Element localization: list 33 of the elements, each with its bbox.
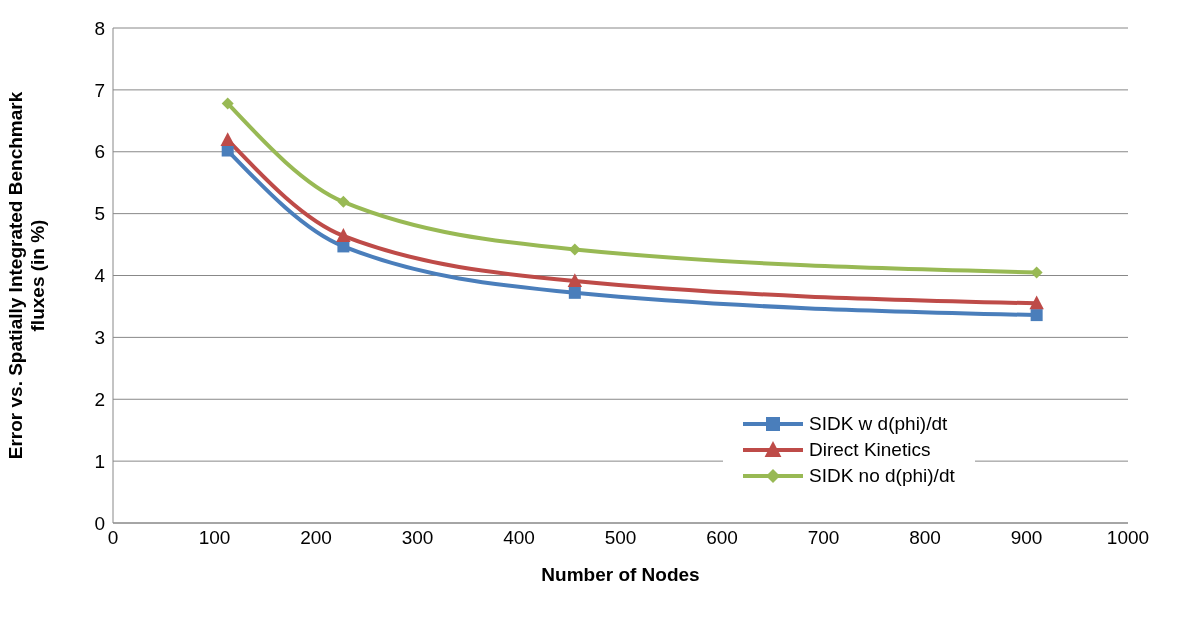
point [336, 228, 351, 242]
y-tick-label: 3 [94, 327, 105, 349]
x-tick-label: 700 [807, 527, 840, 549]
y-axis-title: Error vs. Spatially Integrated Benchmark fluxes (in %) [5, 91, 48, 460]
x-axis-title: Number of Nodes [541, 564, 700, 586]
point [1030, 309, 1043, 322]
x-tick-label: 300 [401, 527, 434, 549]
legend-label: SIDK w d(phi)/dt [809, 413, 948, 435]
x-tick-label: 1000 [1106, 527, 1150, 549]
x-tick-label: 600 [706, 527, 738, 549]
point [568, 286, 581, 299]
x-tick-label: 500 [604, 527, 637, 549]
y-tick-label: 0 [94, 512, 105, 534]
y-tick-label: 4 [94, 265, 106, 287]
y-tick-label: 7 [94, 79, 105, 101]
point [221, 97, 234, 110]
point [337, 195, 350, 208]
x-tick-label: 800 [909, 527, 941, 549]
x-tick-label: 100 [198, 527, 231, 549]
legend-label: Direct Kinetics [809, 439, 931, 461]
x-tick-label: 400 [503, 527, 535, 549]
point [221, 144, 234, 157]
y-tick-label: 5 [94, 203, 105, 225]
y-tick-label: 8 [94, 17, 105, 39]
legend-label: SIDK no d(phi)/dt [809, 465, 955, 487]
x-tick-label: 900 [1010, 527, 1043, 549]
y-tick-label: 6 [94, 141, 105, 163]
point [1029, 295, 1044, 310]
point [567, 273, 583, 288]
x-tick-label: 200 [300, 527, 332, 549]
y-tick-label: 1 [94, 450, 105, 472]
y-tick-label: 2 [94, 388, 105, 410]
point [220, 132, 235, 146]
